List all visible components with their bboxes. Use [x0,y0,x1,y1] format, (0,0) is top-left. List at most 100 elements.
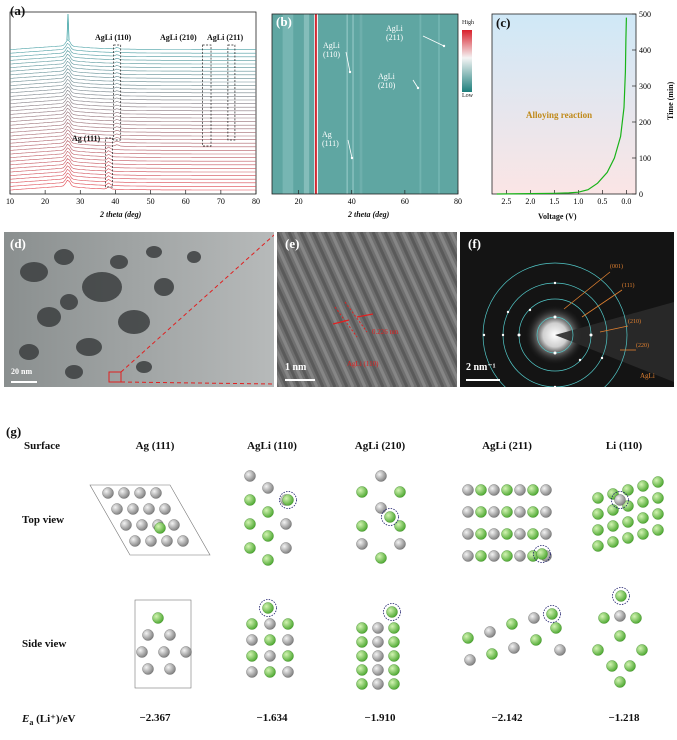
col-header-li-110: Li (110) [605,440,643,452]
d-spacing: 0.226 nm [372,328,399,336]
unit-cell-ag-111 [89,484,211,556]
li-atom [622,484,634,496]
energy-ag-111: −2.367 [139,712,171,724]
xrd-series-line [9,82,256,94]
annot-b-ag-111: Ag (111) [322,130,339,148]
col-header-agli-110: AgLi (110) [247,440,297,452]
panel-label-g: (g) [6,424,22,439]
panel-c: 2.5 2.0 1.5 1.0 0.5 0.0 0 100 200 300 400 500 (c) A… [488,0,677,225]
xlabel-b: 2 theta (deg) [348,210,390,219]
ag-atom [150,487,162,499]
annotation-arrow [345,51,351,73]
li-atom [622,500,634,512]
xrd-series-line [9,179,256,191]
li-atom [501,484,513,496]
li-atom [637,528,649,540]
xrd-series-line [9,78,256,90]
ag-atom [614,610,626,622]
ag-atom [540,528,552,540]
col-header-ag-111: Ag (111) [135,440,175,452]
xrd-series-line [9,75,256,86]
li-atom [388,678,400,690]
surface-header: Surface [24,440,61,452]
xrd-series-line [9,68,256,79]
li-atom [622,532,634,544]
side-cell-ag-111 [134,599,192,689]
heatmap-stripe [282,14,294,194]
ag-atom [177,535,189,547]
peak-highlight-box [105,137,113,188]
ag-atom [528,612,540,624]
heatmap-bg [272,14,458,194]
xrd-series-line [9,176,256,187]
xtick-label: 0.5 [597,197,607,206]
xrd-series-line [9,71,256,83]
xtick-label: 70 [217,197,225,206]
colorbar-low: Low [462,93,473,99]
ag-atom [246,666,258,678]
li-atom [356,664,368,676]
lattice-fringes [277,232,457,387]
li-atom [546,608,558,620]
panel-label-c: (c) [496,15,511,30]
panel-label-d: (d) [10,236,26,251]
ag-atom [372,678,384,690]
li-atom [506,618,518,630]
xtick-label: 80 [454,197,462,206]
li-atom [244,494,256,506]
ag-atom [264,650,276,662]
ag-atom [614,494,626,506]
ring-001: (001) [610,264,623,270]
li-atom [244,542,256,554]
adsorption-site-marker [612,587,630,605]
colorbar [462,30,472,92]
ytick-label: 300 [639,82,651,91]
ag-atom [282,634,294,646]
ag-atom [280,542,292,554]
xrd-series-line [9,53,256,65]
li-atom [501,506,513,518]
panel-f-saed-image: (f) (001) (111) (210) (220) AgLi 2 nm⁻¹ [460,232,674,387]
heatmap-stripe [346,14,348,194]
xrd-series-line [9,93,256,104]
li-atom [592,644,604,656]
xtick-label: 40 [348,197,356,206]
li-atom [375,552,387,564]
heatmap-stripe [438,14,440,194]
energy-li-110: −1.218 [608,712,640,724]
ag-atom [164,663,176,675]
heatmap-stripe [359,14,363,194]
annot-b-agli-110: AgLi (110) [323,41,341,59]
ag-atom [462,484,474,496]
xrd-series-line [9,64,256,76]
ag-atom [164,629,176,641]
li-atom [501,550,513,562]
voltage-curve [496,17,627,195]
xrd-series-line [9,118,256,130]
xrd-series-line [9,104,256,115]
ring-111: (111) [622,283,635,289]
li-atom [550,622,562,634]
heatmap-stripe [352,14,354,194]
ag-atom [488,506,500,518]
ag-atom [129,535,141,547]
ag-atom [356,538,368,550]
li-atom [486,648,498,660]
li-atom [607,504,619,516]
li-atom [282,494,294,506]
panel-a: 10 20 30 40 50 60 70 80 (a) AgLi (110) AgLi (21… [0,0,262,219]
adsorption-site-marker [543,605,561,623]
xrd-series-line [9,165,256,176]
xtick-label: 10 [6,197,14,206]
xrd-series-line [9,57,256,68]
ag-atom [262,482,274,494]
li-atom [614,676,626,688]
xtick-label: 1.5 [549,197,559,206]
main-peak [66,13,70,41]
annot-alloying: Alloying reaction [526,110,593,120]
peak-highlight-box [202,44,212,147]
ag-atom [488,550,500,562]
li-atom [262,530,274,542]
li-atom [592,508,604,520]
ytick-label: 400 [639,46,651,55]
